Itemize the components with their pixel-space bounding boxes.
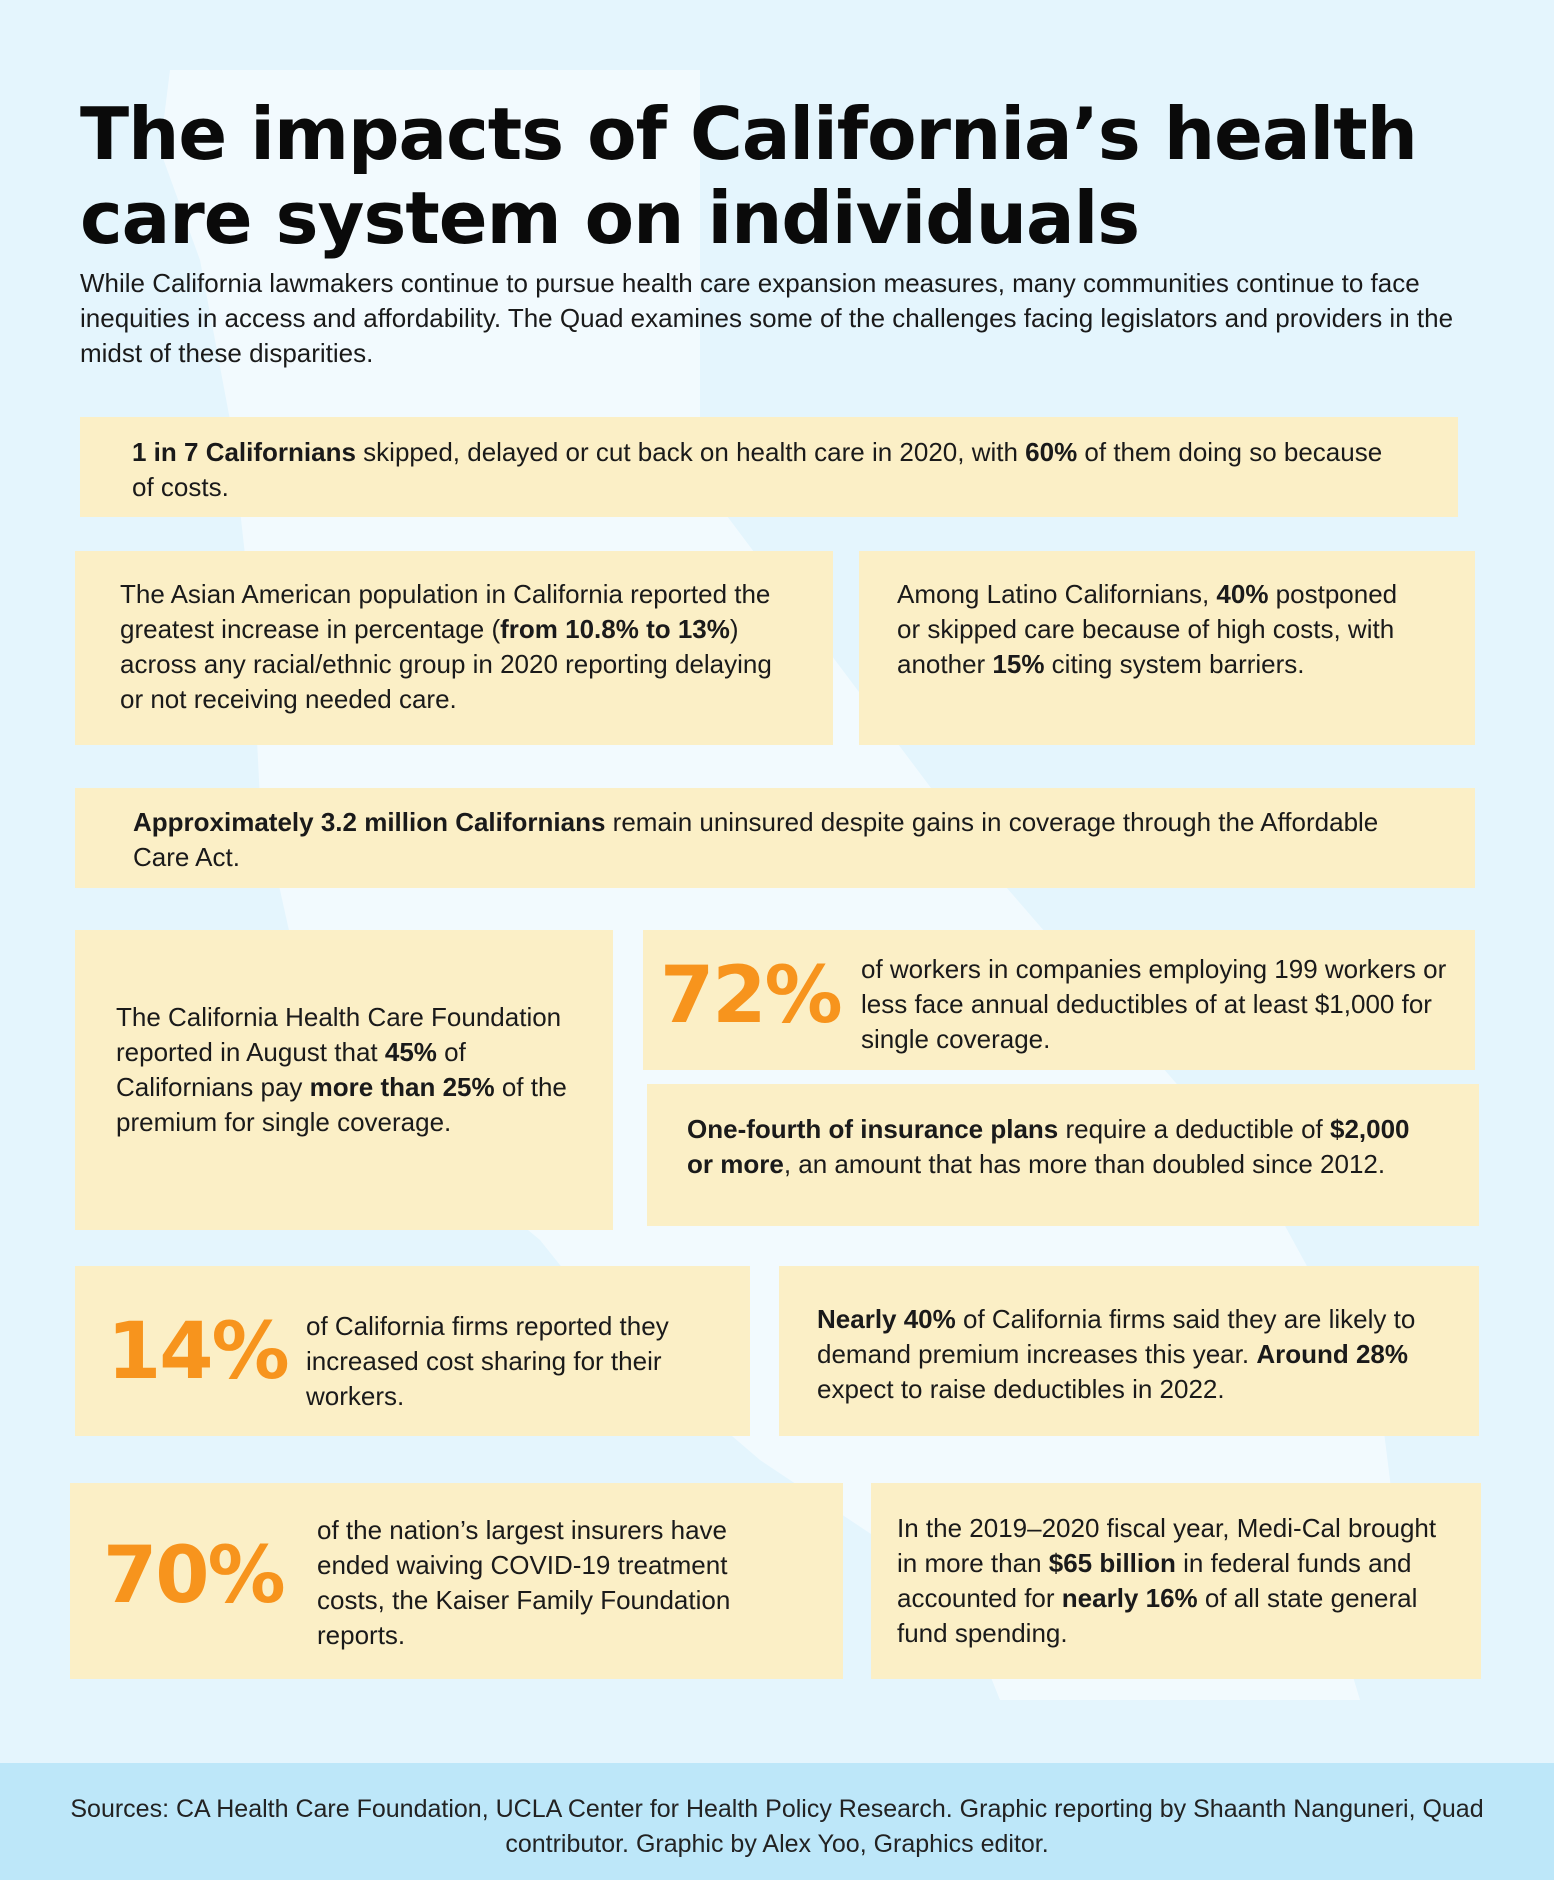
text-run: of Californians pay (116, 1037, 466, 1102)
stat-card-asian-american: The Asian American population in Califor… (75, 551, 833, 745)
one-fourth-text: One-fourth of insurance plans require a … (687, 1112, 1439, 1182)
bold-phrase: 40% (1216, 579, 1269, 609)
text-run: remain uninsured despite gains in covera… (133, 807, 1379, 872)
stat-card-uninsured: Approximately 3.2 million Californians r… (75, 788, 1475, 888)
stat-card-worker-deductibles: 72% of workers in companies employing 19… (643, 930, 1475, 1070)
text-run: of the premium for single coverage. (116, 1072, 567, 1137)
big-stat-14-percent: 14% (107, 1307, 290, 1397)
sources-text: Sources: CA Health Care Foundation, UCLA… (70, 1795, 1484, 1858)
asian-american-text: The Asian American population in Califor… (120, 577, 783, 717)
bold-phrase: $65 billion (1048, 1548, 1176, 1578)
premium-text: The California Health Care Foundation re… (116, 1000, 573, 1140)
big-stat-72-percent: 72% (660, 951, 843, 1041)
insurers-text: of the nation’s largest insurers have en… (317, 1515, 731, 1650)
text-run: postponed or skipped care because of hig… (897, 579, 1398, 679)
bold-phrase: 1 in 7 Californians (132, 437, 356, 467)
firms-text: Nearly 40% of California firms said they… (817, 1302, 1449, 1407)
sources-footer: Sources: CA Health Care Foundation, UCLA… (0, 1763, 1554, 1880)
text-run: of California firms said they are likely… (817, 1304, 1416, 1369)
bold-phrase: Around 28% (1256, 1339, 1408, 1369)
text-run: in federal funds and accounted for (897, 1548, 1412, 1613)
text-run: expect to raise deductibles in 2022. (817, 1374, 1225, 1404)
bold-phrase: 45% (384, 1037, 437, 1067)
text-run: ) across any racial/ethnic group in 2020… (120, 614, 772, 714)
skipped-care-text: 1 in 7 Californians skipped, delayed or … (132, 435, 1408, 505)
page-title: The impacts of California’s health care … (80, 92, 1418, 260)
stat-card-cost-sharing: 14% of California firms reported they in… (75, 1266, 750, 1436)
stat-card-firms: Nearly 40% of California firms said they… (779, 1266, 1479, 1436)
bold-phrase: more than 25% (309, 1072, 495, 1102)
worker-deductibles-text: of workers in companies employing 199 wo… (861, 954, 1447, 1054)
text-run: , an amount that has more than doubled s… (783, 1149, 1386, 1179)
text-run: of them doing so because of costs. (132, 437, 1383, 502)
bold-phrase: 15% (992, 649, 1045, 679)
stat-card-premium: The California Health Care Foundation re… (75, 930, 613, 1230)
stat-card-one-fourth-plans: One-fourth of insurance plans require a … (647, 1084, 1479, 1226)
big-stat-70-percent: 70% (103, 1531, 286, 1621)
medi-cal-text: In the 2019–2020 fiscal year, Medi-Cal b… (897, 1511, 1451, 1651)
cost-sharing-text: of California firms reported they increa… (306, 1311, 669, 1411)
text-run: citing system barriers. (1044, 649, 1305, 679)
text-run: The Asian American population in Califor… (120, 579, 771, 644)
stat-card-insurers: 70% of the nation’s largest insurers hav… (70, 1483, 843, 1679)
text-run: The California Health Care Foundation re… (116, 1002, 562, 1067)
bold-phrase: Nearly 40% (817, 1304, 956, 1334)
bold-phrase: from 10.8% to 13% (500, 614, 730, 644)
bold-phrase: nearly 16% (1061, 1583, 1198, 1613)
bold-phrase: Approximately 3.2 million Californians (133, 807, 606, 837)
text-run: In the 2019–2020 fiscal year, Medi-Cal b… (897, 1513, 1437, 1578)
stat-card-latino: Among Latino Californians, 40% postponed… (859, 551, 1475, 745)
latino-text: Among Latino Californians, 40% postponed… (897, 577, 1425, 682)
text-run: require a deductible of (1058, 1114, 1330, 1144)
stat-card-medi-cal: In the 2019–2020 fiscal year, Medi-Cal b… (871, 1483, 1481, 1679)
bold-phrase: $2,000 or more (687, 1114, 1410, 1179)
stat-card-skipped-care: 1 in 7 Californians skipped, delayed or … (80, 417, 1458, 517)
text-run: skipped, delayed or cut back on health c… (355, 437, 1026, 467)
bold-phrase: One-fourth of insurance plans (687, 1114, 1059, 1144)
intro-paragraph: While California lawmakers continue to p… (80, 268, 1454, 368)
bold-phrase: 60% (1025, 437, 1078, 467)
text-run: of all state general fund spending. (897, 1583, 1418, 1648)
text-run: Among Latino Californians, (897, 579, 1217, 609)
uninsured-text: Approximately 3.2 million Californians r… (133, 805, 1425, 875)
